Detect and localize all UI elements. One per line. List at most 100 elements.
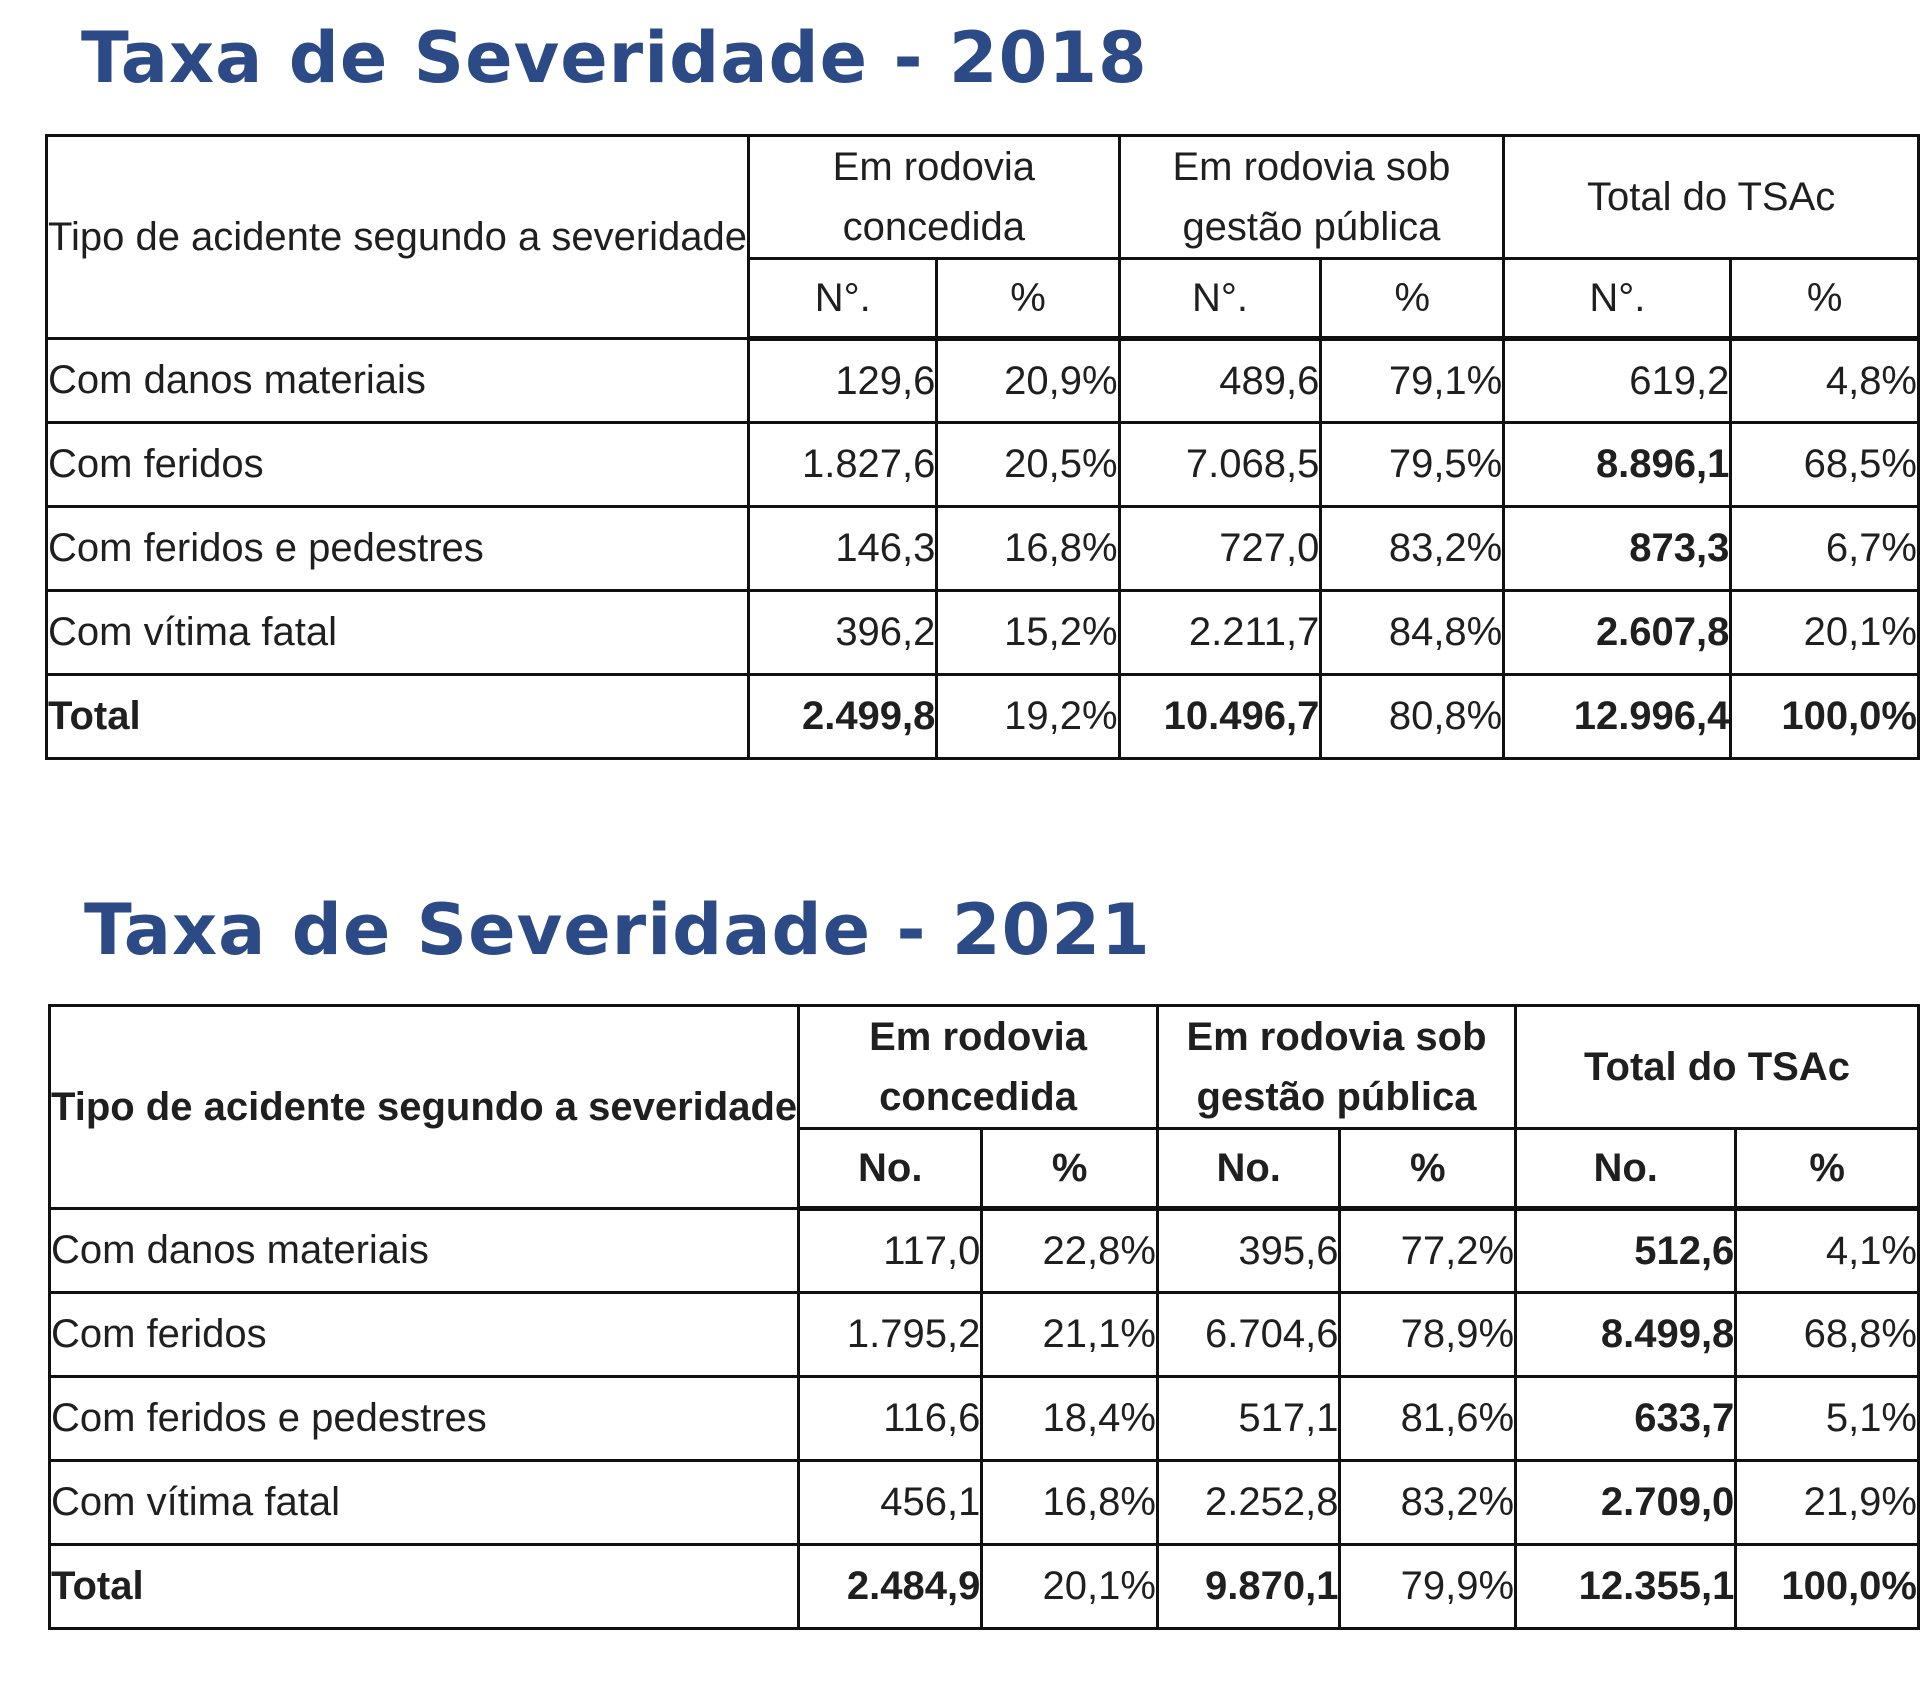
- subheader-no: N°.: [1117, 257, 1323, 341]
- cell-publica-no: 2.252,8: [1155, 1459, 1342, 1546]
- cell-concedida-no: 116,6: [797, 1375, 984, 1462]
- cell-concedida-no: 1.795,2: [797, 1291, 984, 1378]
- cell-publica-no: 395,6: [1155, 1207, 1342, 1294]
- cell-publica-pct: 79,1%: [1319, 337, 1506, 424]
- cell-publica-no: 727,0: [1117, 505, 1323, 592]
- row-label: Com feridos: [44, 421, 751, 508]
- cell-total-no: 512,6: [1514, 1207, 1738, 1294]
- group-header-gestao-publica: Em rodovia sob gestão pública: [1117, 134, 1506, 260]
- cell-total-pct: 100,0%: [1729, 673, 1920, 760]
- section-2021: Taxa de Severidade - 2021 Tipo de aciden…: [47, 880, 1920, 1630]
- cell-publica-no: 6.704,6: [1155, 1291, 1342, 1378]
- cell-concedida-pct: 20,9%: [935, 337, 1121, 424]
- table-title: Taxa de Severidade - 2018: [81, 17, 1148, 99]
- cell-publica-no: 7.068,5: [1117, 421, 1323, 508]
- cell-publica-no: 10.496,7: [1117, 673, 1323, 760]
- group-header-concedida: Em rodovia concedida: [797, 1004, 1159, 1130]
- cell-total-pct: 100,0%: [1734, 1543, 1920, 1630]
- row-header: Tipo de acidente segundo a severidade: [47, 1004, 801, 1210]
- cell-publica-pct: 79,9%: [1338, 1543, 1518, 1630]
- cell-total-no: 873,3: [1502, 505, 1733, 592]
- cell-concedida-no: 2.484,9: [797, 1543, 984, 1630]
- table-row: Com feridos 1.827,6 20,5% 7.068,5 79,5% …: [44, 421, 1920, 508]
- severity-table-2018: Tipo de acidente segundo a severidade Em…: [44, 134, 1920, 760]
- cell-total-pct: 4,8%: [1729, 337, 1920, 424]
- row-label: Com vítima fatal: [44, 589, 751, 676]
- table-row: Com feridos 1.795,2 21,1% 6.704,6 78,9% …: [47, 1291, 1920, 1378]
- subheader-pct: %: [935, 257, 1121, 341]
- row-label: Total: [44, 673, 751, 760]
- cell-concedida-no: 2.499,8: [747, 673, 939, 760]
- table-row: Com danos materiais 117,0 22,8% 395,6 77…: [47, 1207, 1920, 1294]
- group-header-gestao-publica: Em rodovia sob gestão pública: [1155, 1004, 1518, 1130]
- group-header-total: Total do TSAc: [1514, 1004, 1920, 1130]
- row-label: Total: [47, 1543, 801, 1630]
- total-row: Total 2.484,9 20,1% 9.870,1 79,9% 12.355…: [47, 1543, 1920, 1630]
- subheader-no: N°.: [1502, 257, 1733, 341]
- table-title: Taxa de Severidade - 2021: [84, 889, 1151, 971]
- cell-concedida-pct: 22,8%: [980, 1207, 1159, 1294]
- table-row: Com vítima fatal 396,2 15,2% 2.211,7 84,…: [44, 589, 1920, 676]
- subheader-pct: %: [1338, 1127, 1518, 1211]
- table-row: Com danos materiais 129,6 20,9% 489,6 79…: [44, 337, 1920, 424]
- cell-concedida-pct: 16,8%: [980, 1459, 1159, 1546]
- cell-total-pct: 68,5%: [1729, 421, 1920, 508]
- cell-total-pct: 21,9%: [1734, 1459, 1920, 1546]
- row-label: Com danos materiais: [44, 337, 751, 424]
- cell-total-no: 2.607,8: [1502, 589, 1733, 676]
- cell-publica-no: 2.211,7: [1117, 589, 1323, 676]
- cell-total-no: 8.499,8: [1514, 1291, 1738, 1378]
- cell-total-pct: 4,1%: [1734, 1207, 1920, 1294]
- subheader-no: No.: [1155, 1127, 1342, 1211]
- subheader-no: No.: [797, 1127, 984, 1211]
- subheader-pct: %: [1319, 257, 1506, 341]
- cell-publica-pct: 80,8%: [1319, 673, 1506, 760]
- total-row: Total 2.499,8 19,2% 10.496,7 80,8% 12.99…: [44, 673, 1920, 760]
- cell-concedida-no: 117,0: [797, 1207, 984, 1294]
- group-header-concedida: Em rodovia concedida: [747, 134, 1121, 260]
- cell-concedida-pct: 19,2%: [935, 673, 1121, 760]
- cell-concedida-pct: 20,5%: [935, 421, 1121, 508]
- cell-concedida-no: 1.827,6: [747, 421, 939, 508]
- cell-publica-pct: 79,5%: [1319, 421, 1506, 508]
- row-header: Tipo de acidente segundo a severidade: [44, 134, 751, 340]
- cell-publica-pct: 77,2%: [1338, 1207, 1518, 1294]
- cell-publica-pct: 83,2%: [1338, 1459, 1518, 1546]
- cell-publica-pct: 78,9%: [1338, 1291, 1518, 1378]
- subheader-no: N°.: [747, 257, 939, 341]
- cell-total-no: 8.896,1: [1502, 421, 1733, 508]
- table-row: Com feridos e pedestres 116,6 18,4% 517,…: [47, 1375, 1920, 1462]
- row-label: Com vítima fatal: [47, 1459, 801, 1546]
- subheader-pct: %: [1734, 1127, 1920, 1211]
- cell-total-no: 12.355,1: [1514, 1543, 1738, 1630]
- cell-total-no: 2.709,0: [1514, 1459, 1738, 1546]
- subheader-pct: %: [1729, 257, 1920, 341]
- table-row: Com vítima fatal 456,1 16,8% 2.252,8 83,…: [47, 1459, 1920, 1546]
- cell-publica-no: 9.870,1: [1155, 1543, 1342, 1630]
- cell-total-pct: 6,7%: [1729, 505, 1920, 592]
- cell-concedida-pct: 16,8%: [935, 505, 1121, 592]
- cell-concedida-no: 129,6: [747, 337, 939, 424]
- cell-publica-pct: 83,2%: [1319, 505, 1506, 592]
- cell-total-pct: 20,1%: [1729, 589, 1920, 676]
- cell-concedida-no: 146,3: [747, 505, 939, 592]
- subheader-pct: %: [980, 1127, 1159, 1211]
- row-label: Com feridos: [47, 1291, 801, 1378]
- cell-publica-no: 489,6: [1117, 337, 1323, 424]
- cell-total-pct: 5,1%: [1734, 1375, 1920, 1462]
- cell-concedida-no: 456,1: [797, 1459, 984, 1546]
- cell-concedida-no: 396,2: [747, 589, 939, 676]
- cell-total-pct: 68,8%: [1734, 1291, 1920, 1378]
- cell-concedida-pct: 15,2%: [935, 589, 1121, 676]
- row-label: Com feridos e pedestres: [47, 1375, 801, 1462]
- cell-concedida-pct: 18,4%: [980, 1375, 1159, 1462]
- row-label: Com feridos e pedestres: [44, 505, 751, 592]
- cell-total-no: 633,7: [1514, 1375, 1738, 1462]
- table-row: Com feridos e pedestres 146,3 16,8% 727,…: [44, 505, 1920, 592]
- subheader-no: No.: [1514, 1127, 1738, 1211]
- section-2018: Taxa de Severidade - 2018 Tipo de aciden…: [44, 0, 1920, 760]
- cell-concedida-pct: 21,1%: [980, 1291, 1159, 1378]
- row-label: Com danos materiais: [47, 1207, 801, 1294]
- cell-total-no: 619,2: [1502, 337, 1733, 424]
- cell-total-no: 12.996,4: [1502, 673, 1733, 760]
